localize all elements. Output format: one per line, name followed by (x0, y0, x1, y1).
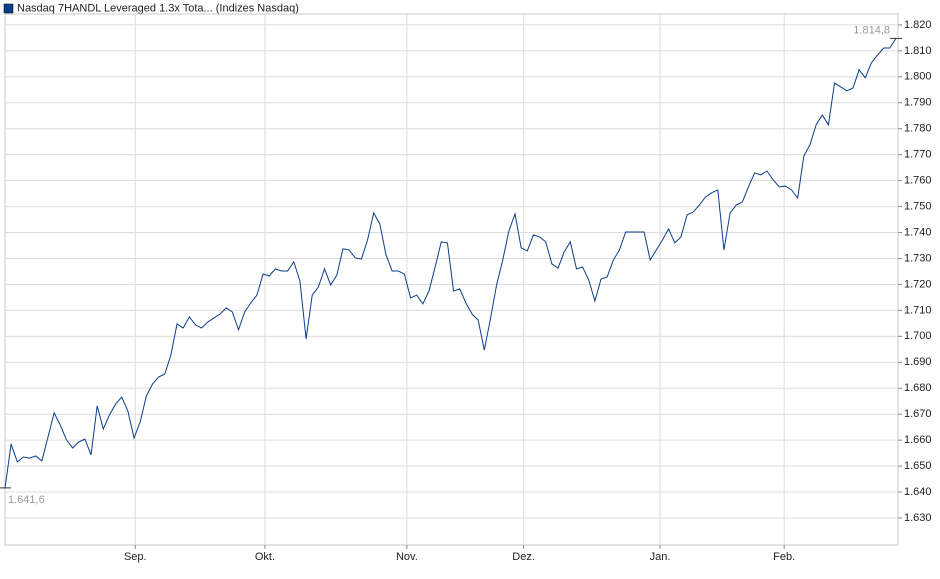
plot-area (4, 13, 899, 546)
x-tick-label: Feb. (773, 551, 795, 563)
y-tick-label: 1.680 (904, 382, 932, 394)
x-tick-label: Nov. (396, 551, 418, 563)
y-tick-label: 1.810 (904, 45, 932, 57)
legend-swatch (3, 3, 14, 14)
y-tick-label: 1.720 (904, 278, 932, 290)
y-tick-label: 1.690 (904, 356, 932, 368)
y-tick-label: 1.650 (904, 460, 932, 472)
x-tick-label: Jan. (650, 551, 671, 563)
y-tick-label: 1.670 (904, 408, 932, 420)
y-tick-label: 1.820 (904, 19, 932, 31)
y-tick-label: 1.640 (904, 486, 932, 498)
extreme-label: 1.814,8 (853, 24, 890, 36)
y-tick-label: 1.770 (904, 149, 932, 161)
y-tick-label: 1.700 (904, 330, 932, 342)
y-tick-label: 1.630 (904, 512, 932, 524)
y-tick-label: 1.750 (904, 200, 932, 212)
y-tick-label: 1.780 (904, 123, 932, 135)
x-tick-label: Okt. (255, 551, 275, 563)
x-tick-label: Sep. (124, 551, 147, 563)
extreme-label: 1.641,6 (8, 494, 45, 506)
y-tick-label: 1.800 (904, 71, 932, 83)
legend-label: Nasdaq 7HANDL Leveraged 1.3x Tota... (In… (17, 2, 299, 14)
series-line (4, 38, 897, 488)
y-tick-label: 1.790 (904, 97, 932, 109)
y-tick-label: 1.740 (904, 226, 932, 238)
y-tick-label: 1.660 (904, 434, 932, 446)
y-tick-label: 1.730 (904, 252, 932, 264)
x-tick-label: Dez. (512, 551, 535, 563)
y-tick-label: 1.760 (904, 175, 932, 187)
y-tick-label: 1.710 (904, 304, 932, 316)
